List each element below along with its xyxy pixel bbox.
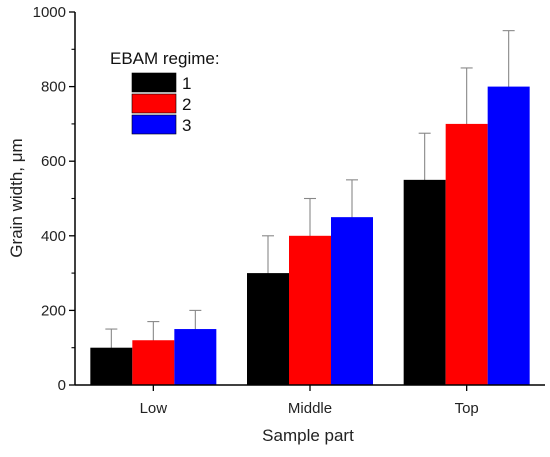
- bar-top-series-1: [403, 179, 446, 385]
- legend-swatch-2: [131, 93, 177, 114]
- y-tick-label: 0: [58, 377, 66, 394]
- bar-top-series-3: [487, 86, 530, 385]
- legend: EBAM regime: 1 2 3: [110, 49, 220, 135]
- legend-label-2: 2: [182, 95, 191, 114]
- bars: [90, 86, 530, 386]
- x-axis-title: Sample part: [262, 426, 354, 445]
- x-tick-label-middle: Middle: [288, 400, 332, 417]
- x-tick-label-top: Top: [455, 400, 479, 417]
- legend-swatch-1: [131, 72, 177, 93]
- y-tick-label: 1000: [33, 4, 66, 21]
- bar-low-series-3: [174, 329, 217, 385]
- y-tick-label: 800: [41, 79, 66, 96]
- y-tick-label: 400: [41, 228, 66, 245]
- legend-swatch-3: [131, 114, 177, 135]
- bar-middle-series-1: [247, 273, 289, 385]
- y-axis-ticks: 0 200 400 600 800 1000: [33, 4, 75, 394]
- bar-low-series-1: [90, 347, 133, 385]
- y-axis-title: Grain width, μm: [7, 138, 26, 257]
- bar-top-series-2: [445, 123, 488, 386]
- bar-low-series-2: [132, 340, 175, 385]
- y-tick-label: 600: [41, 153, 66, 170]
- bar-middle-series-2: [289, 235, 331, 385]
- legend-title: EBAM regime:: [110, 49, 220, 68]
- legend-label-1: 1: [182, 74, 191, 93]
- y-tick-label: 200: [41, 302, 66, 319]
- bar-middle-series-3: [331, 217, 373, 385]
- legend-label-3: 3: [182, 116, 191, 135]
- x-axis-ticks: Low Middle Top: [140, 385, 479, 417]
- x-tick-label-low: Low: [140, 400, 168, 417]
